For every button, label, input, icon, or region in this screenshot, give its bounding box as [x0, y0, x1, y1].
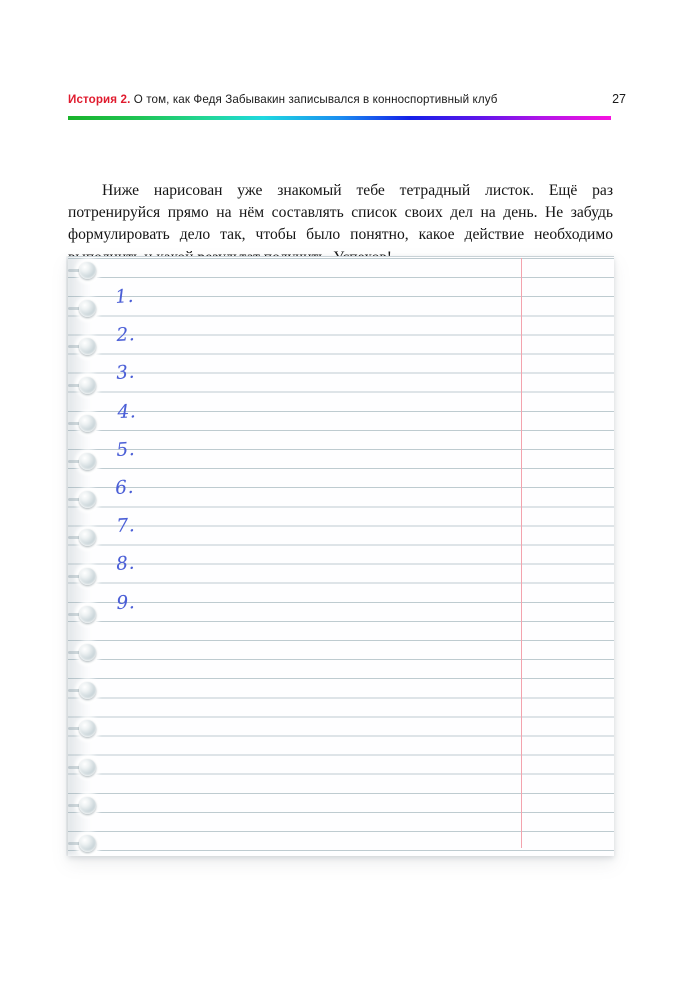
list-number: 5.: [115, 438, 136, 461]
ruled-lines: [68, 258, 614, 854]
running-header: История 2. О том, как Федя Забывакин зап…: [68, 92, 626, 112]
list-number: 4.: [116, 400, 137, 423]
paper-top-edge: [68, 256, 614, 257]
header-story-title-text: О том, как Федя Забывакин записывался в …: [133, 93, 498, 106]
list-number: 3.: [114, 361, 136, 385]
page-number: 27: [612, 92, 626, 106]
list-number: 9.: [115, 591, 136, 614]
notebook-sheet: 1. 2. 3. 4. 5. 6. 7. 8. 9.: [66, 256, 614, 856]
header-title-line: История 2. О том, как Федя Забывакин зап…: [68, 93, 498, 107]
notebook-paper: 1. 2. 3. 4. 5. 6. 7. 8. 9.: [66, 256, 614, 856]
margin-rule: [521, 258, 522, 848]
list-number: 2.: [115, 324, 136, 347]
list-number: 7.: [116, 515, 136, 538]
list-number: 8.: [114, 552, 136, 576]
header-gradient-rule: [68, 116, 611, 120]
list-number: 6.: [114, 476, 135, 499]
list-number: 1.: [114, 285, 135, 308]
header-story-label: История 2.: [68, 93, 131, 106]
